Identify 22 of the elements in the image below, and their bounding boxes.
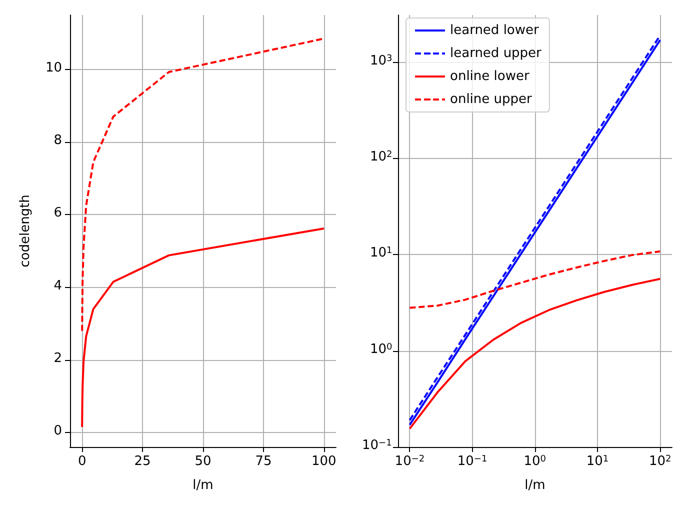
line-series [81,38,325,332]
y-tick-label: 10 [45,60,62,76]
y-tick-label: 8 [54,133,62,148]
y-axis-title: codelength [18,194,33,268]
legend-label: learned upper [450,46,542,61]
x-axis-title: l/m [192,478,214,493]
legend-label: online upper [450,92,533,107]
line-series [408,278,662,430]
x-axis-title: l/m [524,478,546,493]
y-tick-label: 6 [54,206,62,221]
x-tick-label: 50 [194,454,212,469]
legend-label: online lower [450,69,530,84]
y-tick-label: 0 [54,423,62,438]
y-tick-label: 4 [54,278,62,294]
x-tick-label: 25 [134,454,151,469]
line-series [408,250,662,309]
legend-label: learned lower [450,23,540,38]
line-series [81,227,325,428]
x-tick-label: 100 [311,454,336,469]
x-tick-label: 0 [78,454,86,469]
y-tick-label: 2 [54,350,62,366]
x-tick-label: 75 [255,454,272,469]
